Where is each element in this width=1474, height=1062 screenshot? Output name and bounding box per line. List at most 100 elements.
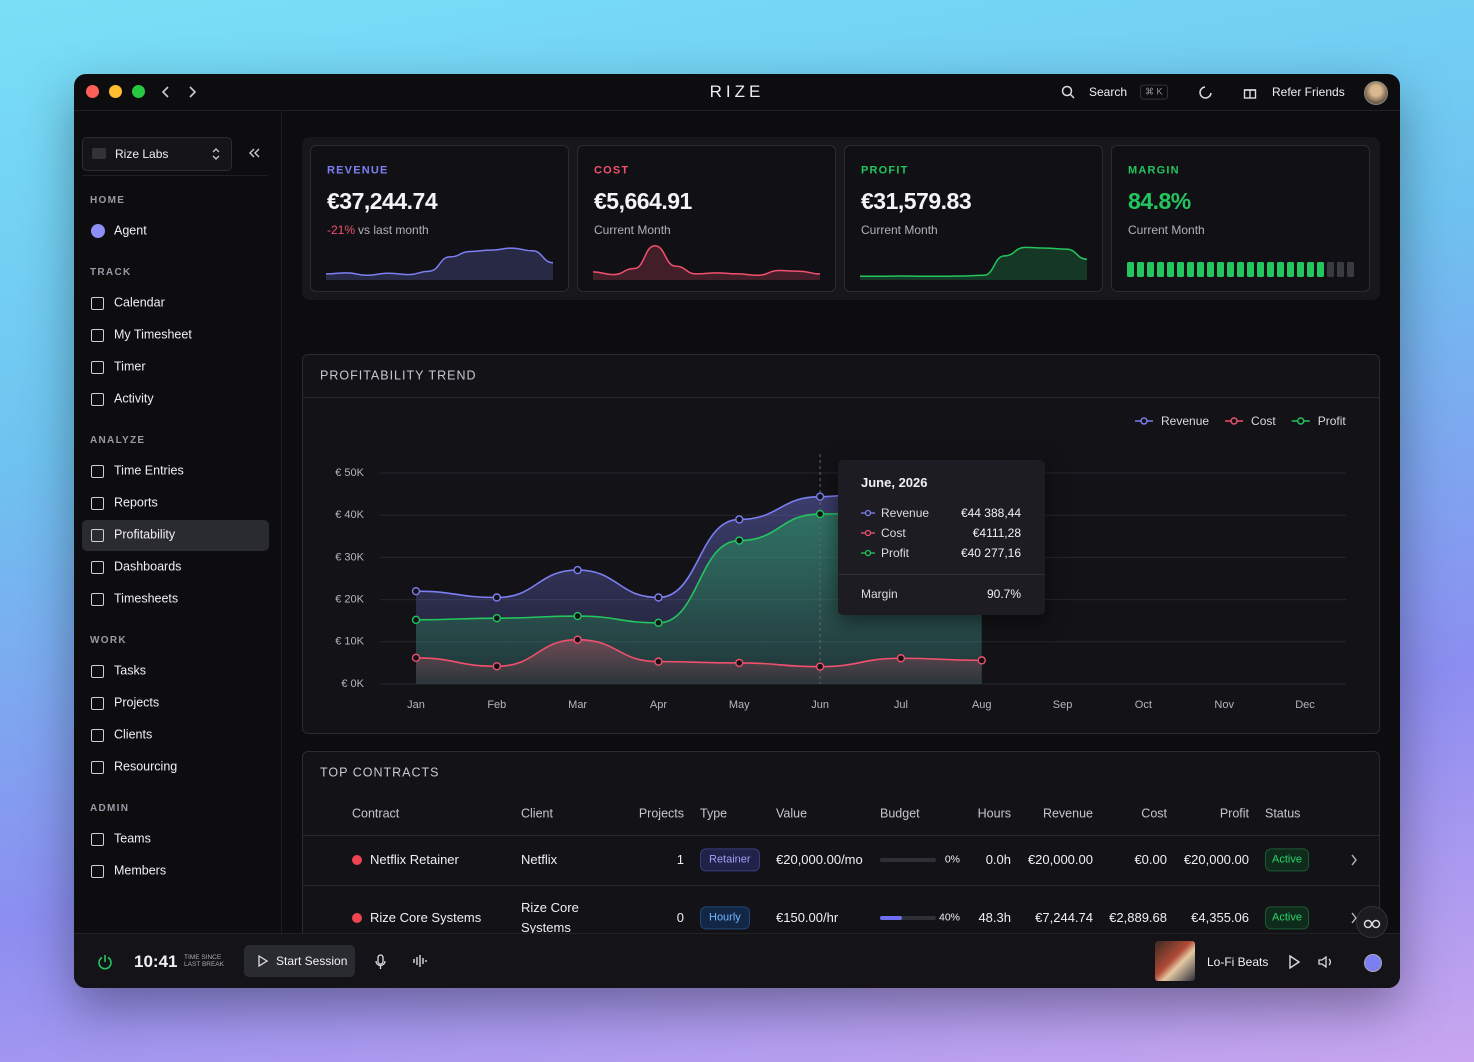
workspace-switcher[interactable]: Rize Labs (82, 137, 232, 171)
nav-item[interactable]: Calendar (114, 295, 165, 310)
waveform-icon[interactable] (413, 954, 427, 968)
section-heading: TRACK (90, 267, 132, 278)
column-header: Hours (977, 806, 1011, 821)
nav-icon (91, 697, 104, 710)
agent-orb[interactable] (1364, 954, 1382, 972)
nav-item[interactable]: Projects (114, 695, 160, 710)
nav-icon (91, 497, 104, 510)
margin-segment (1187, 262, 1194, 277)
data-point (815, 509, 825, 519)
nav-item[interactable]: Teams (114, 831, 151, 846)
power-icon[interactable] (97, 954, 113, 970)
margin-segment (1347, 262, 1354, 277)
button-label: Start Session (276, 953, 348, 968)
panel-title: PROFITABILITY TREND (320, 368, 477, 383)
theme-icon[interactable] (1199, 85, 1213, 99)
kpi-note: Current Month (861, 223, 938, 237)
projects-count: 0 (676, 910, 684, 926)
nav-icon (91, 665, 104, 678)
nav-item[interactable]: My Timesheet (114, 327, 192, 342)
sparkline-line (860, 246, 1088, 278)
tooltip-margin-label: Margin (861, 586, 898, 601)
nav-item[interactable]: Dashboards (114, 559, 182, 574)
nav-icon (91, 865, 104, 878)
nav-icon (91, 361, 104, 374)
collapse-button[interactable] (248, 147, 260, 159)
sparkline-line (326, 247, 554, 277)
status-badge: Active (1265, 906, 1309, 930)
data-point (815, 662, 825, 671)
projects-count: 1 (676, 852, 684, 868)
nav-arrows[interactable] (160, 85, 200, 99)
chevron-path (212, 148, 220, 160)
nav-item[interactable]: Agent (114, 223, 147, 238)
nav-icon (91, 833, 104, 846)
margin-segment (1237, 262, 1244, 277)
data-point (492, 593, 502, 602)
kpi-card: REVENUE €37,244.74 -21% vs last month (310, 145, 569, 292)
data-point (573, 635, 582, 644)
type-badge: Hourly (700, 906, 750, 930)
nav-item[interactable]: Reports (114, 495, 158, 510)
data-point (492, 613, 502, 623)
tooltip-title: June, 2026 (861, 475, 928, 491)
contract-name: Netflix Retainer (370, 852, 459, 868)
data-point (411, 615, 421, 625)
column-header: Budget (880, 806, 920, 821)
search-icon (1061, 85, 1075, 99)
margin-segment (1257, 262, 1264, 277)
column-header: Client (521, 806, 553, 821)
nav-item[interactable]: Members (114, 863, 167, 878)
nav-item[interactable]: Time Entries (114, 463, 184, 478)
margin-segment (1247, 262, 1254, 277)
x-tick-label: May (729, 699, 750, 711)
refer-button[interactable]: Refer Friends (1272, 84, 1345, 99)
zoom-button[interactable] (132, 85, 145, 98)
volume-button[interactable] (1318, 955, 1334, 969)
tooltip-series: Profit (881, 545, 910, 560)
y-tick-label: € 40K (335, 509, 364, 521)
nav-item[interactable]: Clients (114, 727, 153, 742)
row-chevron[interactable] (1350, 854, 1358, 866)
legend-label: Cost (1251, 414, 1276, 428)
kpi-change: -21% (327, 222, 356, 237)
focus-button[interactable] (1356, 906, 1388, 938)
mic-icon[interactable] (374, 954, 388, 970)
nav-item[interactable]: Timer (114, 359, 146, 374)
legend-marker (1140, 417, 1148, 425)
data-point (573, 565, 582, 575)
margin-segment (1137, 262, 1144, 277)
minimize-button[interactable] (109, 85, 122, 98)
nav-item[interactable]: Timesheets (114, 591, 179, 606)
nav-item[interactable]: Tasks (114, 663, 146, 678)
close-button[interactable] (86, 85, 99, 98)
margin-segment (1157, 262, 1164, 277)
y-tick-label: € 30K (335, 551, 364, 563)
sparkline (326, 247, 554, 280)
client-name: Rize Core Systems (521, 900, 579, 933)
column-header: Value (776, 806, 808, 821)
tooltip-series: Cost (881, 525, 906, 540)
margin-segment (1287, 262, 1294, 277)
profit: €4,355.06 (1191, 910, 1249, 926)
search-button[interactable]: Search (1089, 84, 1128, 99)
avatar[interactable] (1364, 81, 1388, 105)
kpi-card: COST €5,664.91 Current Month (577, 145, 836, 292)
contracts-panel: TOP CONTRACTS Contract Client Projects Type… (302, 751, 1380, 933)
margin-segment (1227, 262, 1234, 277)
nav-item[interactable]: Profitability (114, 527, 176, 542)
timer-caption: LAST BREAK (184, 961, 224, 969)
divider (838, 574, 1045, 575)
tooltip-margin: 90.7% (986, 586, 1021, 601)
start-session-button[interactable]: Start Session (244, 945, 355, 977)
nav-item[interactable]: Activity (114, 391, 154, 406)
y-tick-label: € 0K (341, 678, 364, 690)
nav-item[interactable]: Resourcing (114, 759, 178, 774)
play-button[interactable] (1287, 955, 1301, 969)
kpi-note-text: Current Month (594, 222, 671, 237)
kpi-value: €37,244.74 (327, 188, 438, 215)
kpi-card: PROFIT €31,579.83 Current Month (844, 145, 1103, 292)
budget-bar (880, 916, 903, 920)
x-tick-label: Nov (1214, 699, 1234, 711)
